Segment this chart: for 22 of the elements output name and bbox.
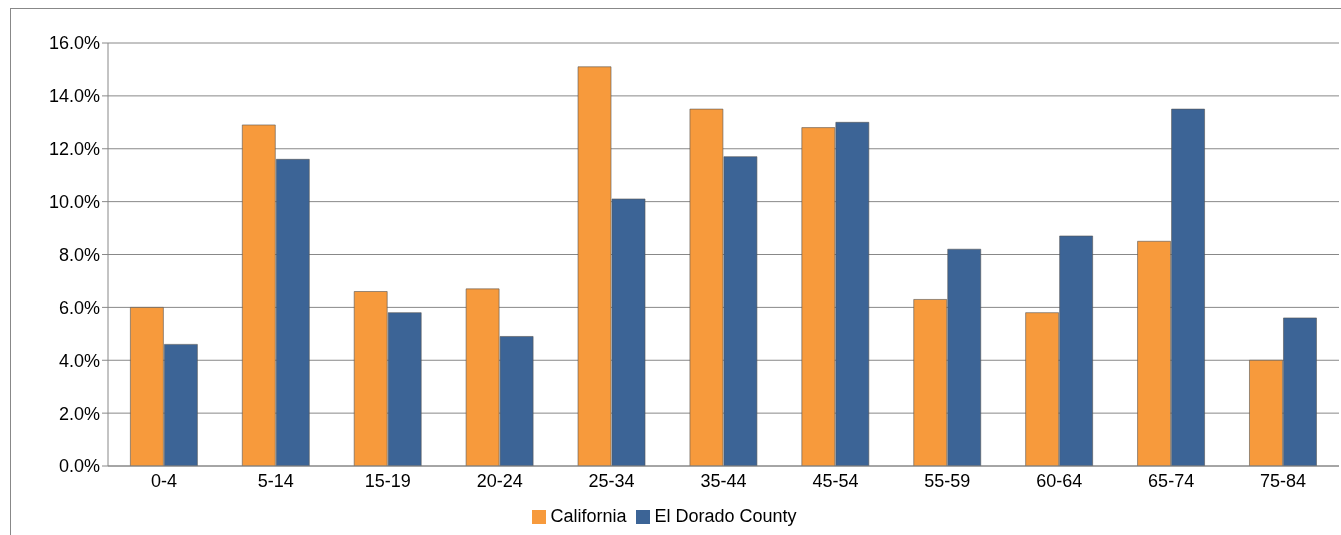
x-tick-label: 35-44 xyxy=(700,470,747,491)
x-tick-label: 65-74 xyxy=(1148,470,1195,491)
x-tick-label: 75-84 xyxy=(1260,470,1307,491)
x-tick-label: 15-19 xyxy=(364,470,411,491)
y-tick-label: 10.0% xyxy=(48,192,100,213)
x-tick-label: 0-4 xyxy=(150,470,177,491)
y-tick-label: 2.0% xyxy=(58,403,100,424)
y-tick-label: 6.0% xyxy=(58,297,100,318)
x-tick-label: 55-59 xyxy=(924,470,971,491)
y-tick-label: 4.0% xyxy=(58,350,100,371)
y-tick-label: 16.0% xyxy=(48,33,100,54)
legend-label: California xyxy=(550,506,627,526)
x-tick-label: 5-14 xyxy=(257,470,294,491)
x-tick-label: 45-54 xyxy=(812,470,859,491)
y-tick-label: 12.0% xyxy=(48,139,100,160)
legend-label: El Dorado County xyxy=(654,506,797,526)
x-tick-label: 25-34 xyxy=(588,470,635,491)
y-tick-label: 0.0% xyxy=(58,456,100,477)
y-tick-label: 14.0% xyxy=(48,86,100,107)
x-tick-label: 20-24 xyxy=(476,470,523,491)
y-tick-label: 8.0% xyxy=(58,244,100,265)
x-tick-label: 60-64 xyxy=(1036,470,1083,491)
